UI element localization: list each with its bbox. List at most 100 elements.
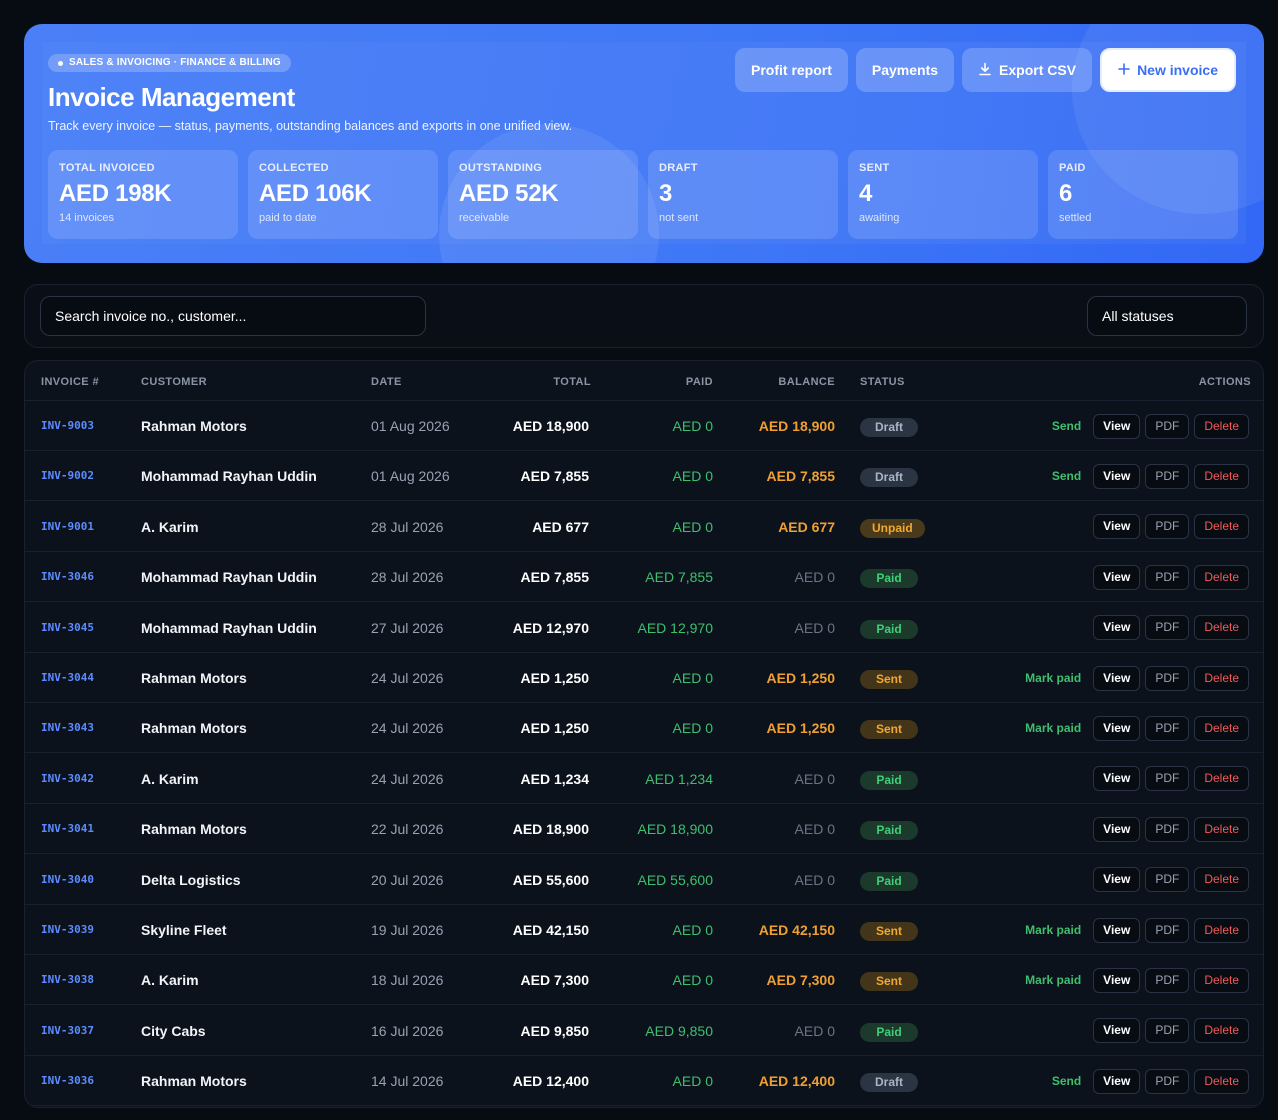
mark-paid-button[interactable]: Mark paid (1025, 973, 1082, 988)
invoice-balance: AED 0 (794, 770, 835, 787)
customer-name: Rahman Motors (141, 670, 247, 686)
send-button[interactable]: Send (1051, 419, 1082, 433)
delete-button[interactable]: Delete (1194, 564, 1249, 590)
invoice-number-link[interactable]: INV-9003 (41, 419, 94, 432)
pdf-button[interactable]: PDF (1145, 615, 1190, 641)
send-button[interactable]: Send (1051, 1074, 1082, 1089)
invoice-number-link[interactable]: INV-9001 (41, 519, 94, 533)
delete-button[interactable]: Delete (1194, 463, 1249, 489)
status-badge: Sent (860, 972, 918, 992)
customer-name: Mohammad Rayhan Uddin (141, 569, 317, 586)
stat-card: COLLECTED AED 106K paid to date (248, 150, 438, 239)
view-button[interactable]: View (1093, 564, 1141, 590)
table-row[interactable]: INV-3041 Rahman Motors 22 Jul 2026 AED 18,9… (25, 804, 1263, 855)
status-badge: Paid (860, 871, 918, 891)
pdf-button[interactable]: PDF (1145, 1068, 1190, 1094)
table-row[interactable]: INV-3039 Skyline Fleet 19 Jul 2026 AED 42,1… (25, 905, 1263, 955)
delete-button[interactable]: Delete (1194, 816, 1249, 842)
invoice-total: AED 7,855 (520, 468, 589, 485)
table-row[interactable]: INV-3043 Rahman Motors 24 Jul 2026 AED 1,25… (25, 703, 1263, 754)
profit-report-button[interactable]: Profit report (735, 48, 848, 92)
invoice-number-link[interactable]: INV-3036 (41, 1074, 94, 1088)
invoice-date: 24 Jul 2026 (371, 670, 444, 686)
view-button[interactable]: View (1093, 463, 1141, 489)
table-row[interactable]: INV-3045 Mohammad Rayhan Uddin 27 Jul 2026… (25, 603, 1263, 653)
pdf-button[interactable]: PDF (1145, 715, 1190, 741)
invoice-number-link[interactable]: INV-3037 (41, 1023, 94, 1037)
mark-paid-button[interactable]: Mark paid (1025, 721, 1082, 736)
delete-button[interactable]: Delete (1194, 766, 1249, 792)
invoice-number-link[interactable]: INV-3045 (41, 620, 94, 634)
status-filter-select[interactable]: All statuses (1087, 296, 1247, 336)
delete-button[interactable]: Delete (1194, 1068, 1249, 1094)
pdf-button[interactable]: PDF (1145, 867, 1190, 893)
delete-button[interactable]: Delete (1194, 1018, 1249, 1044)
export-csv-button[interactable]: Export CSV (962, 48, 1093, 92)
view-button[interactable]: View (1093, 514, 1141, 540)
pdf-button[interactable]: PDF (1145, 917, 1190, 943)
delete-button[interactable]: Delete (1194, 967, 1249, 993)
stat-value: 4 (859, 180, 873, 207)
view-button[interactable]: View (1093, 867, 1141, 893)
table-row[interactable]: INV-3042 A. Karim 24 Jul 2026 AED 1,234 AED … (25, 754, 1263, 804)
delete-button[interactable]: Delete (1194, 615, 1249, 641)
table-row[interactable]: INV-3044 Rahman Motors 24 Jul 2026 AED 1,25… (25, 653, 1263, 703)
pdf-button[interactable]: PDF (1145, 463, 1190, 489)
mark-paid-button[interactable]: Mark paid (1025, 923, 1082, 937)
customer-name: Rahman Motors (141, 821, 247, 838)
invoice-number-link[interactable]: INV-3044 (41, 671, 94, 684)
invoice-number-link[interactable]: INV-9002 (41, 469, 94, 483)
search-input[interactable] (40, 296, 426, 336)
table-row[interactable]: INV-9002 Mohammad Rayhan Uddin 01 Aug 2026… (25, 451, 1263, 502)
payments-button[interactable]: Payments (855, 48, 955, 92)
view-button[interactable]: View (1093, 1018, 1141, 1044)
page-subtitle: Track every invoice — status, payments, … (48, 119, 573, 133)
mark-paid-button[interactable]: Mark paid (1025, 671, 1082, 685)
pdf-button[interactable]: PDF (1145, 564, 1190, 590)
invoice-number-link[interactable]: INV-3040 (41, 872, 94, 886)
table-row[interactable]: INV-3040 Delta Logistics 20 Jul 2026 AED 55… (25, 855, 1263, 905)
table-row[interactable]: INV-3037 City Cabs 16 Jul 2026 AED 9,850 AED… (25, 1006, 1263, 1056)
invoice-number-link[interactable]: INV-3038 (41, 973, 94, 987)
view-button[interactable]: View (1093, 917, 1141, 943)
invoice-balance: AED 1,250 (766, 670, 835, 686)
delete-button[interactable]: Delete (1194, 413, 1249, 439)
table-row[interactable]: INV-3038 A. Karim 18 Jul 2026 AED 7,300 AED … (25, 955, 1263, 1006)
invoice-number-link[interactable]: INV-3042 (41, 771, 94, 785)
stat-card: TOTAL INVOICED AED 198K 14 invoices (48, 150, 238, 239)
stat-card: OUTSTANDING AED 52K receivable (448, 150, 638, 239)
view-button[interactable]: View (1093, 967, 1141, 993)
view-button[interactable]: View (1093, 766, 1141, 792)
table-row[interactable]: INV-3036 Rahman Motors 14 Jul 2026 AED 12,4… (25, 1056, 1263, 1107)
delete-button[interactable]: Delete (1194, 917, 1249, 943)
send-button[interactable]: Send (1051, 469, 1082, 484)
table-row[interactable]: INV-3046 Mohammad Rayhan Uddin 28 Jul 2026… (25, 552, 1263, 603)
stat-note: paid to date (259, 212, 317, 224)
invoice-number-link[interactable]: INV-3041 (41, 822, 94, 836)
delete-button[interactable]: Delete (1194, 715, 1249, 741)
invoice-number-link[interactable]: INV-3039 (41, 923, 94, 936)
table-row[interactable]: INV-9003 Rahman Motors 01 Aug 2026 AED 18,9… (25, 401, 1263, 451)
view-button[interactable]: View (1093, 715, 1141, 741)
view-button[interactable]: View (1093, 816, 1141, 842)
pdf-button[interactable]: PDF (1145, 514, 1190, 540)
view-button[interactable]: View (1093, 615, 1141, 641)
view-button[interactable]: View (1093, 665, 1141, 691)
pdf-button[interactable]: PDF (1145, 816, 1190, 842)
invoice-paid: AED 9,850 (645, 1022, 713, 1039)
view-button[interactable]: View (1093, 413, 1141, 439)
pdf-button[interactable]: PDF (1145, 413, 1190, 439)
pdf-button[interactable]: PDF (1145, 766, 1190, 792)
pdf-button[interactable]: PDF (1145, 1018, 1190, 1044)
pdf-button[interactable]: PDF (1145, 665, 1190, 691)
delete-button[interactable]: Delete (1194, 514, 1249, 540)
delete-button[interactable]: Delete (1194, 867, 1249, 893)
table-row[interactable]: INV-9001 A. Karim 28 Jul 2026 AED 677 AED 0 A… (25, 502, 1263, 552)
view-button[interactable]: View (1093, 1068, 1141, 1094)
new-invoice-button[interactable]: New invoice (1100, 48, 1236, 92)
pdf-button[interactable]: PDF (1145, 967, 1190, 993)
invoice-number-link[interactable]: INV-3046 (41, 570, 94, 584)
invoice-date: 22 Jul 2026 (371, 821, 444, 838)
invoice-number-link[interactable]: INV-3043 (41, 721, 94, 735)
delete-button[interactable]: Delete (1194, 665, 1249, 691)
